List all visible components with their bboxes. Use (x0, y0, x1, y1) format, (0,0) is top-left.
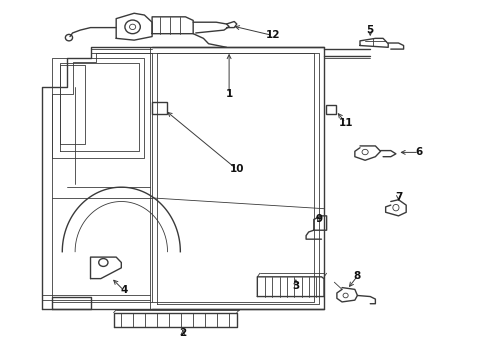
Text: 5: 5 (366, 25, 373, 35)
Text: 4: 4 (120, 285, 127, 296)
Text: 11: 11 (338, 118, 352, 128)
Text: 8: 8 (353, 271, 360, 281)
Text: 12: 12 (265, 31, 280, 40)
Text: 10: 10 (229, 164, 244, 174)
Text: 7: 7 (394, 192, 401, 202)
Text: 2: 2 (179, 328, 186, 338)
Text: 6: 6 (414, 147, 422, 157)
Text: 1: 1 (225, 89, 232, 99)
Text: 9: 9 (315, 215, 322, 224)
Text: 3: 3 (292, 281, 299, 291)
